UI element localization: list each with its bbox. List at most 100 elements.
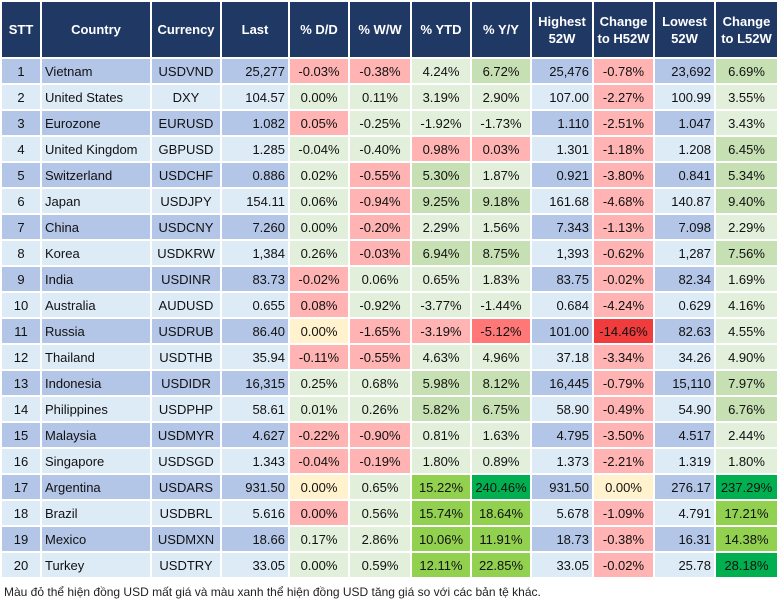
cell-high: 1.301 bbox=[530, 135, 594, 163]
cell-last: 1.343 bbox=[220, 447, 290, 475]
cell-currency: USDBRL bbox=[150, 499, 222, 527]
header-high: Highest 52W bbox=[530, 0, 594, 59]
cell-yy: 0.03% bbox=[470, 135, 532, 163]
cell-low: 82.63 bbox=[653, 317, 716, 345]
cell-yy: 1.83% bbox=[470, 265, 532, 293]
cell-cl: 6.76% bbox=[714, 395, 777, 423]
cell-country: Thailand bbox=[40, 343, 152, 371]
cell-last: 25,277 bbox=[220, 57, 290, 85]
cell-low: 1.319 bbox=[653, 447, 716, 475]
cell-ytd: 12.11% bbox=[410, 551, 472, 579]
cell-stt: 18 bbox=[0, 499, 42, 527]
cell-stt: 17 bbox=[0, 473, 42, 501]
cell-country: Brazil bbox=[40, 499, 152, 527]
header-ww: % W/W bbox=[348, 0, 412, 59]
cell-ch: -1.18% bbox=[592, 135, 655, 163]
cell-ytd: 0.98% bbox=[410, 135, 472, 163]
cell-cl: 4.55% bbox=[714, 317, 777, 345]
cell-ww: -0.40% bbox=[348, 135, 412, 163]
cell-low: 16.31 bbox=[653, 525, 716, 553]
cell-cl: 4.16% bbox=[714, 291, 777, 319]
cell-dd: 0.17% bbox=[288, 525, 350, 553]
cell-high: 16,445 bbox=[530, 369, 594, 397]
cell-dd: 0.02% bbox=[288, 161, 350, 189]
cell-cl: 17.21% bbox=[714, 499, 777, 527]
cell-last: 931.50 bbox=[220, 473, 290, 501]
cell-cl: 7.56% bbox=[714, 239, 777, 267]
cell-ytd: 9.25% bbox=[410, 187, 472, 215]
cell-low: 1.047 bbox=[653, 109, 716, 137]
table-row: 15 Malaysia USDMYR 4.627 -0.22% -0.90% 0.81% 1.… bbox=[0, 421, 777, 449]
cell-stt: 16 bbox=[0, 447, 42, 475]
cell-yy: 9.18% bbox=[470, 187, 532, 215]
cell-high: 7.343 bbox=[530, 213, 594, 241]
cell-dd: -0.04% bbox=[288, 447, 350, 475]
cell-ww: 0.06% bbox=[348, 265, 412, 293]
cell-cl: 2.44% bbox=[714, 421, 777, 449]
cell-last: 1.082 bbox=[220, 109, 290, 137]
table-row: 12 Thailand USDTHB 35.94 -0.11% -0.55% 4.63% 4.… bbox=[0, 343, 777, 371]
cell-ytd: 10.06% bbox=[410, 525, 472, 553]
table-row: 6 Japan USDJPY 154.11 0.06% -0.94% 9.25% 9.18% 1… bbox=[0, 187, 777, 215]
cell-ch: -3.80% bbox=[592, 161, 655, 189]
cell-high: 37.18 bbox=[530, 343, 594, 371]
cell-cl: 14.38% bbox=[714, 525, 777, 553]
table-row: 7 China USDCNY 7.260 0.00% -0.20% 2.29% 1.56% 7.… bbox=[0, 213, 777, 241]
cell-ww: -0.90% bbox=[348, 421, 412, 449]
cell-high: 18.73 bbox=[530, 525, 594, 553]
cell-yy: 6.75% bbox=[470, 395, 532, 423]
cell-ch: -0.02% bbox=[592, 265, 655, 293]
cell-cl: 237.29% bbox=[714, 473, 777, 501]
cell-stt: 9 bbox=[0, 265, 42, 293]
cell-ww: -0.25% bbox=[348, 109, 412, 137]
cell-country: Korea bbox=[40, 239, 152, 267]
cell-ww: 0.56% bbox=[348, 499, 412, 527]
cell-ww: -0.19% bbox=[348, 447, 412, 475]
cell-dd: 0.26% bbox=[288, 239, 350, 267]
cell-stt: 6 bbox=[0, 187, 42, 215]
cell-currency: USDCHF bbox=[150, 161, 222, 189]
cell-ytd: -1.92% bbox=[410, 109, 472, 137]
cell-cl: 1.80% bbox=[714, 447, 777, 475]
cell-currency: USDTRY bbox=[150, 551, 222, 579]
cell-currency: USDMYR bbox=[150, 421, 222, 449]
cell-stt: 10 bbox=[0, 291, 42, 319]
cell-last: 7.260 bbox=[220, 213, 290, 241]
cell-ww: -0.55% bbox=[348, 343, 412, 371]
cell-last: 5.616 bbox=[220, 499, 290, 527]
cell-stt: 12 bbox=[0, 343, 42, 371]
cell-low: 23,692 bbox=[653, 57, 716, 85]
cell-low: 276.17 bbox=[653, 473, 716, 501]
cell-high: 101.00 bbox=[530, 317, 594, 345]
cell-cl: 3.55% bbox=[714, 83, 777, 111]
cell-cl: 9.40% bbox=[714, 187, 777, 215]
cell-low: 15,110 bbox=[653, 369, 716, 397]
cell-yy: 8.75% bbox=[470, 239, 532, 267]
cell-ch: -4.24% bbox=[592, 291, 655, 319]
table-row: 1 Vietnam USDVND 25,277 -0.03% -0.38% 4.24% 6.7… bbox=[0, 57, 777, 85]
cell-ytd: 5.98% bbox=[410, 369, 472, 397]
cell-ww: 0.11% bbox=[348, 83, 412, 111]
cell-stt: 7 bbox=[0, 213, 42, 241]
cell-dd: 0.00% bbox=[288, 83, 350, 111]
cell-currency: USDIDR bbox=[150, 369, 222, 397]
cell-country: Singapore bbox=[40, 447, 152, 475]
cell-low: 4.791 bbox=[653, 499, 716, 527]
cell-low: 0.841 bbox=[653, 161, 716, 189]
cell-currency: DXY bbox=[150, 83, 222, 111]
table-row: 11 Russia USDRUB 86.40 0.00% -1.65% -3.19% -5.1… bbox=[0, 317, 777, 345]
cell-yy: 1.63% bbox=[470, 421, 532, 449]
cell-last: 0.655 bbox=[220, 291, 290, 319]
table-row: 8 Korea USDKRW 1,384 0.26% -0.03% 6.94% 8.75% 1,… bbox=[0, 239, 777, 267]
cell-currency: USDMXN bbox=[150, 525, 222, 553]
cell-stt: 1 bbox=[0, 57, 42, 85]
cell-cl: 3.43% bbox=[714, 109, 777, 137]
table-row: 14 Philippines USDPHP 58.61 0.01% 0.26% 5.82% 6… bbox=[0, 395, 777, 423]
header-low: Lowest 52W bbox=[653, 0, 716, 59]
cell-country: Vietnam bbox=[40, 57, 152, 85]
cell-country: India bbox=[40, 265, 152, 293]
cell-yy: -1.73% bbox=[470, 109, 532, 137]
cell-last: 16,315 bbox=[220, 369, 290, 397]
cell-stt: 2 bbox=[0, 83, 42, 111]
table-row: 2 United States DXY 104.57 0.00% 0.11% 3.19% 2.… bbox=[0, 83, 777, 111]
